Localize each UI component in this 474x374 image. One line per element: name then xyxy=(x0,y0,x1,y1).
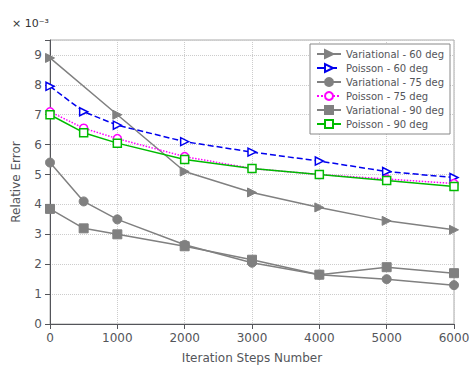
svg-text:Variational - 60 deg: Variational - 60 deg xyxy=(346,49,444,60)
svg-text:1000: 1000 xyxy=(102,331,133,345)
svg-text:4: 4 xyxy=(34,197,42,211)
svg-text:Iteration Steps Number: Iteration Steps Number xyxy=(182,351,322,365)
svg-text:Poisson - 60 deg: Poisson - 60 deg xyxy=(346,63,428,74)
svg-text:Variational - 75 deg: Variational - 75 deg xyxy=(346,77,444,88)
svg-text:8: 8 xyxy=(34,78,42,92)
svg-text:6: 6 xyxy=(34,138,42,152)
svg-text:Relative Error: Relative Error xyxy=(9,141,23,223)
svg-text:5: 5 xyxy=(34,168,42,182)
svg-text:× 10⁻³: × 10⁻³ xyxy=(12,17,49,30)
svg-text:1: 1 xyxy=(34,287,42,301)
svg-text:4000: 4000 xyxy=(304,331,335,345)
svg-text:7: 7 xyxy=(34,108,42,122)
svg-text:0: 0 xyxy=(46,331,54,345)
svg-text:2: 2 xyxy=(34,257,42,271)
svg-text:6000: 6000 xyxy=(439,331,470,345)
svg-text:2000: 2000 xyxy=(169,331,200,345)
svg-text:9: 9 xyxy=(34,48,42,62)
svg-text:Variational - 90 deg: Variational - 90 deg xyxy=(346,105,444,116)
svg-text:0: 0 xyxy=(34,317,42,331)
svg-text:3000: 3000 xyxy=(237,331,268,345)
svg-text:5000: 5000 xyxy=(371,331,402,345)
svg-text:Poisson - 75 deg: Poisson - 75 deg xyxy=(346,91,428,102)
svg-text:3: 3 xyxy=(34,227,42,241)
svg-text:Poisson - 90 deg: Poisson - 90 deg xyxy=(346,119,428,130)
